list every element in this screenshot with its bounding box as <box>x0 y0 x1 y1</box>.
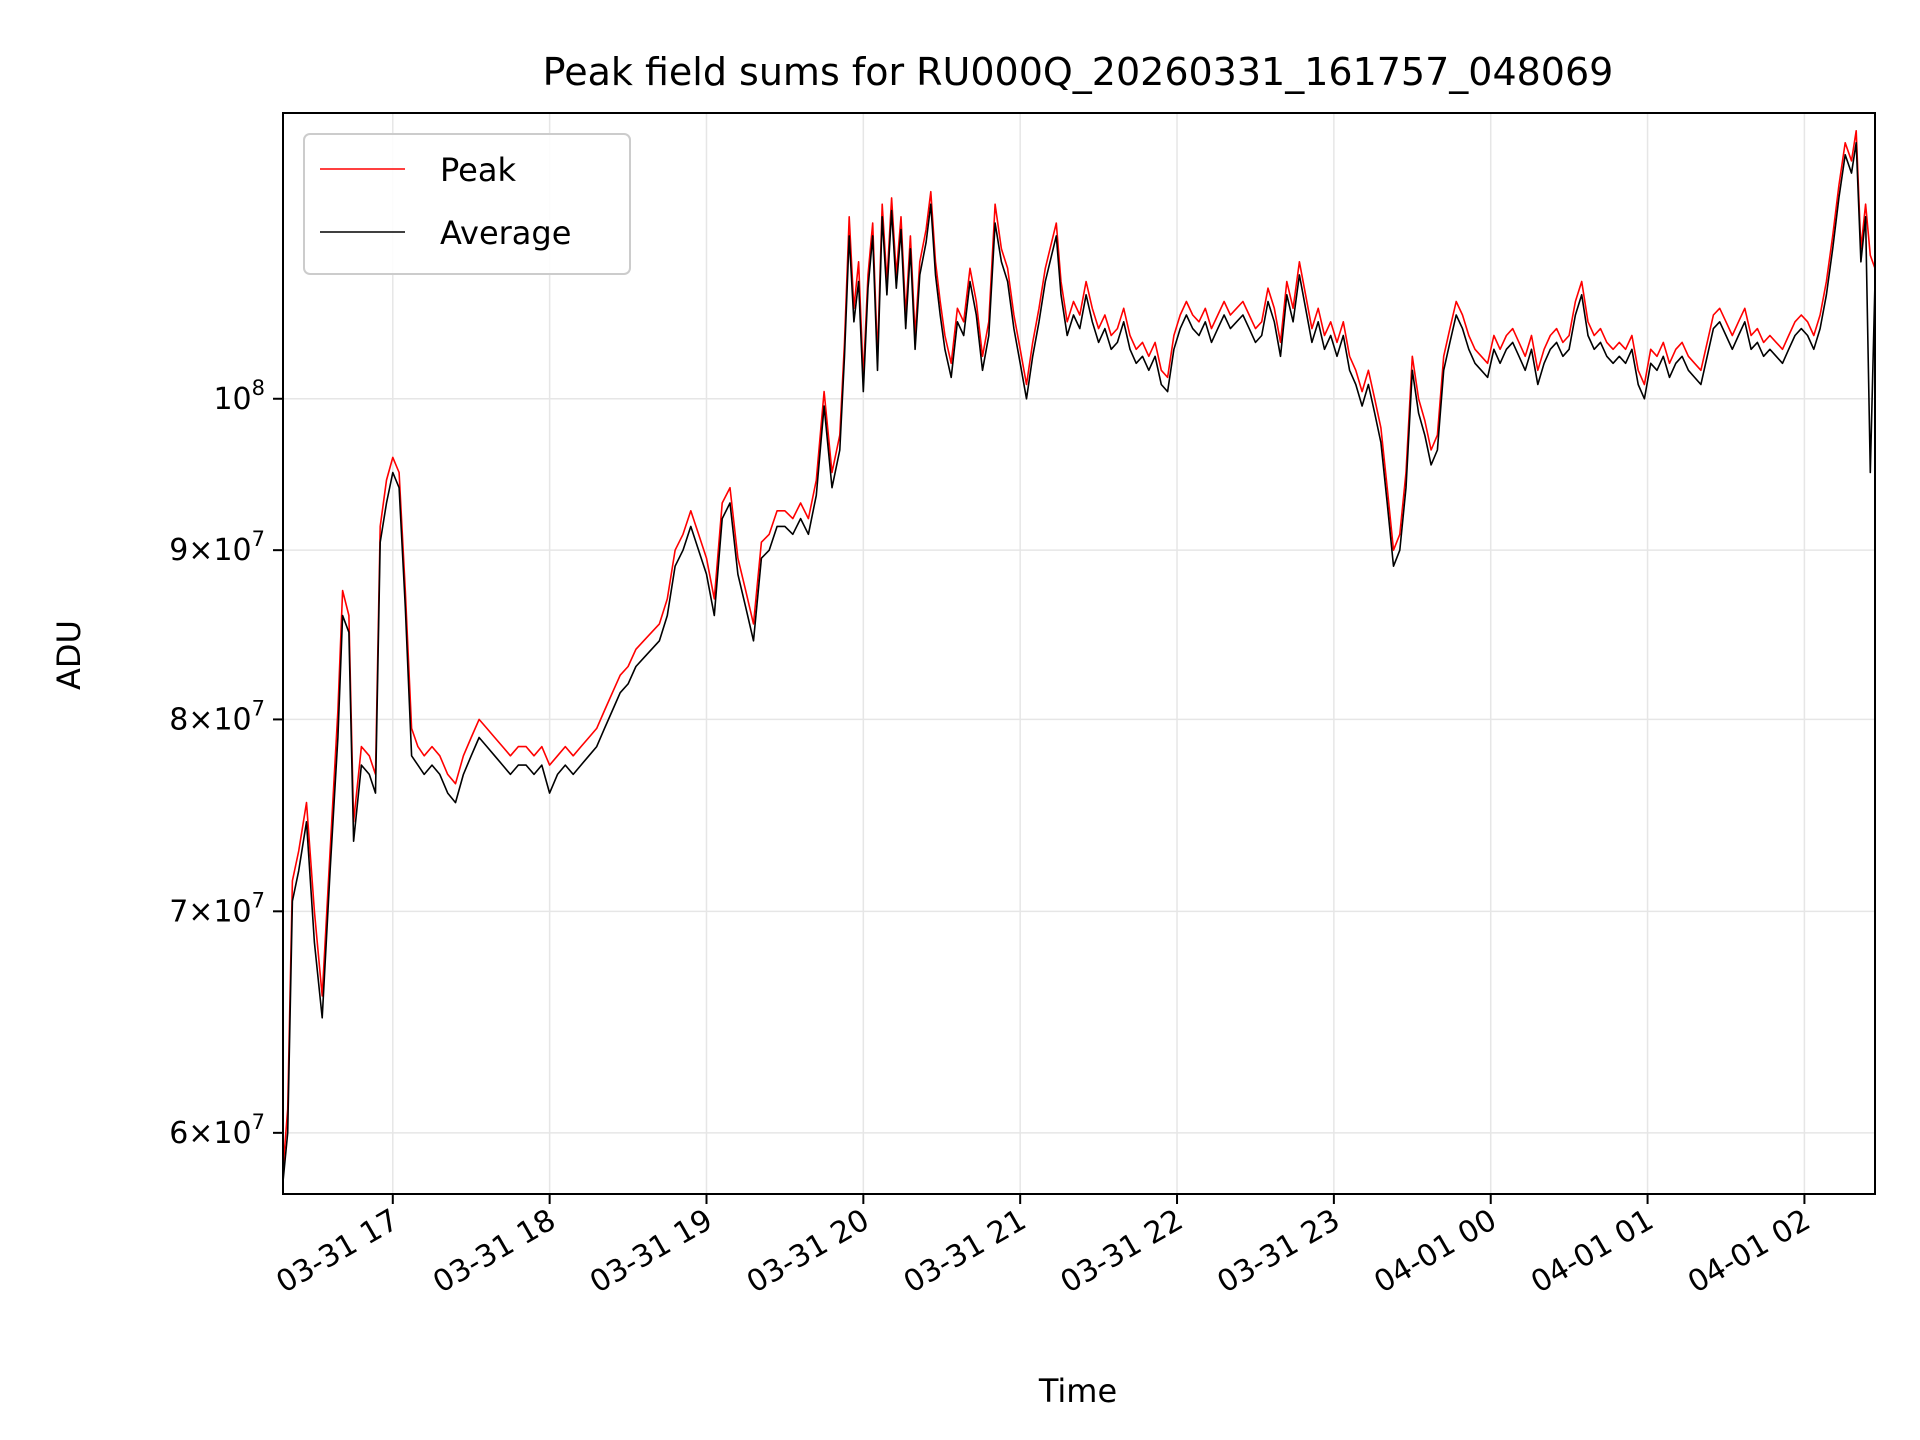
chart-title: Peak field sums for RU000Q_20260331_1617… <box>543 50 1614 94</box>
axes-frame <box>282 112 1876 1195</box>
y-tick-label: 8×107 <box>169 696 265 737</box>
series-line-average <box>283 142 1875 1182</box>
legend-label-peak: Peak <box>440 151 516 189</box>
series-line-peak <box>283 130 1875 1170</box>
y-tick-label: 6×107 <box>169 1110 265 1151</box>
plot-area <box>283 130 1875 1182</box>
y-axis-ticks: 6×107 7×107 8×107 9×107 108 <box>169 376 283 1151</box>
x-axis-label: Time <box>1038 1372 1117 1410</box>
y-tick-label: 9×107 <box>169 527 265 568</box>
legend: Peak Average <box>303 133 631 275</box>
legend-label-average: Average <box>440 214 571 252</box>
y-axis-label: ADU <box>50 620 88 690</box>
y-tick-label: 7×107 <box>169 888 265 929</box>
grid-lines <box>283 113 1875 1194</box>
y-tick-label: 108 <box>213 376 265 417</box>
